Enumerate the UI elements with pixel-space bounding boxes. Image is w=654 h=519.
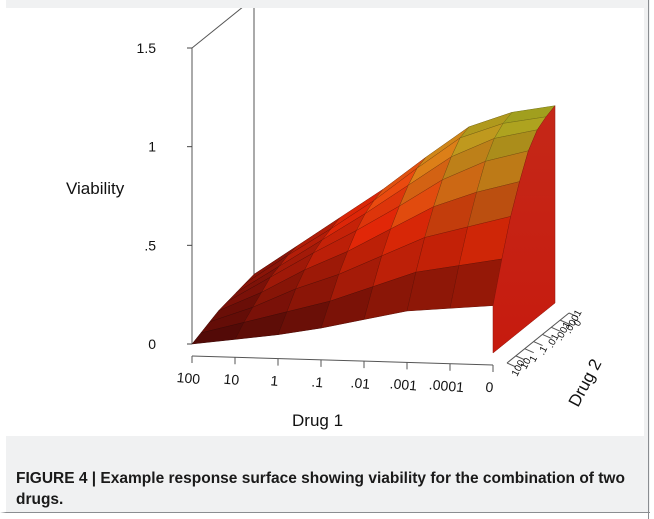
z-tick-label: 1 — [148, 139, 156, 155]
y-axis-label: Drug 2 — [565, 356, 606, 410]
y-tick — [568, 312, 579, 318]
chart-panel: 0.5 1 1.5 100 10 1.1.01.001.0001 0 0.0001.001.0… — [6, 0, 644, 436]
x-tick-label: 0 — [485, 379, 494, 396]
side-wall-top — [191, 0, 253, 49]
z-tick-label: 1.5 — [137, 40, 157, 56]
y-tick — [533, 341, 543, 347]
figure-caption: FIGURE 4 | Example response surface show… — [16, 470, 625, 508]
y-tick-label: 0 — [572, 318, 585, 328]
x-tick-label: .01 — [350, 374, 371, 392]
y-tick-label: 10 — [519, 356, 534, 371]
x-tick-label: 1 — [270, 372, 279, 389]
surface-sheen — [493, 105, 555, 353]
x-axis-line — [191, 355, 494, 366]
y-tick — [542, 333, 552, 339]
surface-mesh — [191, 104, 556, 354]
y-axis-line — [506, 312, 570, 364]
y-tick — [551, 326, 561, 332]
z-tick-label: .5 — [144, 237, 156, 253]
y-tick-label: 1 — [528, 354, 541, 364]
x-tick-label: 10 — [223, 371, 240, 388]
y-tick — [506, 362, 517, 368]
x-tick-label: .0001 — [428, 376, 465, 395]
x-axis-label: Drug 1 — [292, 411, 343, 430]
y-tick — [559, 319, 570, 325]
z-tick-label: 0 — [148, 336, 156, 352]
x-tick-label: 100 — [176, 369, 201, 387]
page-edge-line — [648, 0, 649, 519]
z-axis-label: Viability — [66, 179, 125, 198]
y-tick — [515, 355, 526, 361]
x-tick-label: .001 — [389, 375, 418, 393]
x-tick-label: .1 — [311, 373, 324, 390]
y-tick — [524, 348, 534, 354]
